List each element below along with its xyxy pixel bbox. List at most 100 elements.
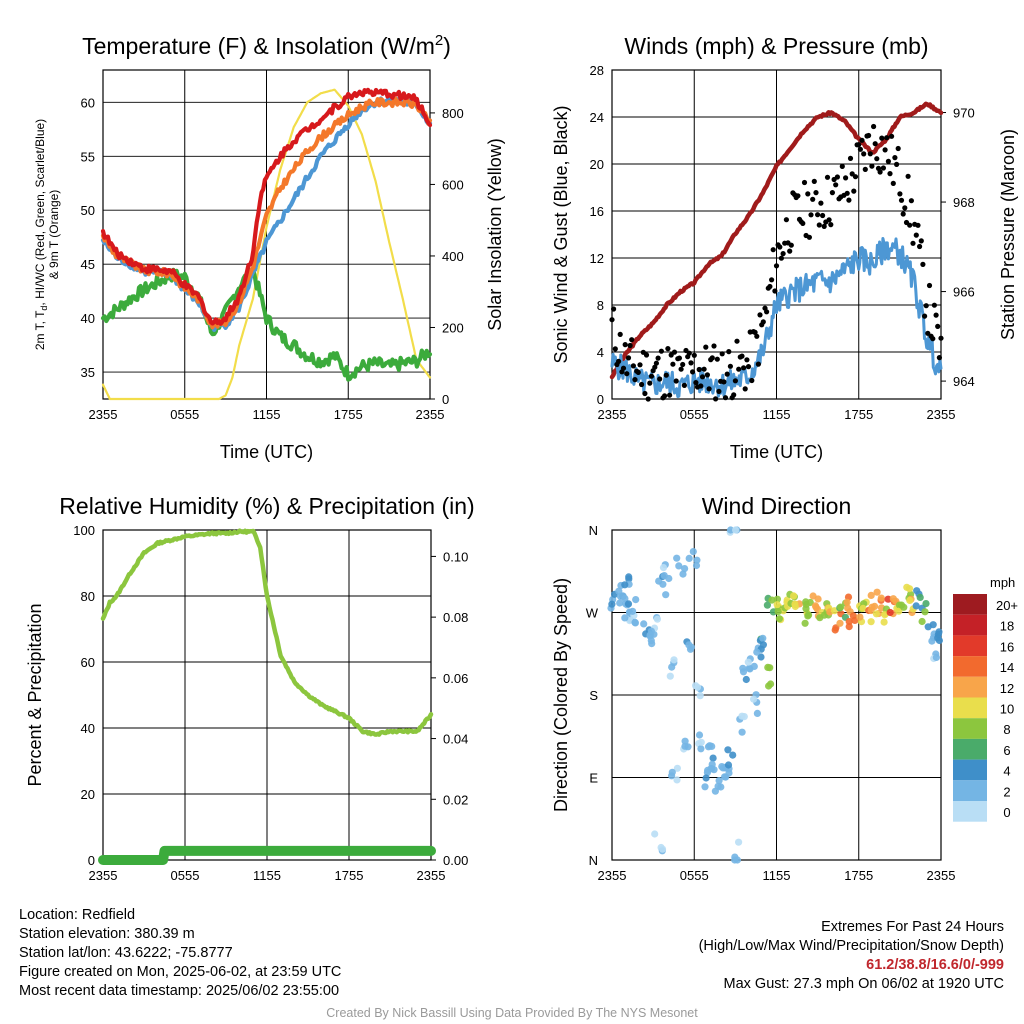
- y2-tick-label: 966: [953, 285, 975, 300]
- gust-point: [933, 312, 939, 318]
- y2-tick-label: 0.02: [443, 792, 468, 807]
- humidity-precip-panel: 2355 0555 1155 1755 2355 Relative Humidity (%…: [25, 493, 475, 883]
- gust-point: [859, 137, 865, 143]
- direction-point: [658, 845, 667, 853]
- direction-point: [928, 637, 936, 645]
- gust-point: [617, 331, 623, 337]
- gust-point: [844, 190, 850, 196]
- gust-point: [877, 169, 883, 175]
- x-tick-label: 1755: [334, 407, 363, 422]
- gust-point: [696, 366, 702, 373]
- y-tick-label: 60: [81, 95, 95, 110]
- legend-swatch: [953, 718, 987, 739]
- gust-point: [676, 355, 683, 361]
- gust-point: [847, 155, 854, 161]
- gust-point: [926, 282, 933, 289]
- direction-point: [877, 594, 885, 602]
- gust-point: [745, 364, 752, 370]
- direction-point: [651, 830, 659, 838]
- gust-point: [673, 378, 679, 384]
- gust-point: [658, 348, 665, 354]
- gust-point: [811, 178, 817, 184]
- title-sup: 2: [435, 32, 443, 49]
- gust-point: [637, 362, 643, 368]
- y-tick-label: 24: [590, 110, 604, 125]
- direction-point: [709, 754, 717, 762]
- gust-point: [611, 306, 617, 312]
- gust-point: [721, 379, 727, 385]
- direction-point: [724, 746, 732, 754]
- gust-point: [612, 346, 618, 352]
- legend-label: 6: [1003, 743, 1010, 758]
- gust-point: [699, 374, 706, 380]
- gust-point: [887, 171, 893, 177]
- x-tick-label: 0555: [680, 407, 709, 422]
- legend-swatch: [953, 697, 987, 719]
- panel-title: Relative Humidity (%) & Precipitation (i…: [59, 493, 474, 519]
- direction-point: [689, 548, 697, 556]
- gust-point: [639, 381, 645, 388]
- direction-point: [640, 620, 648, 628]
- gust-point: [862, 166, 868, 172]
- gust-point: [688, 360, 694, 366]
- direction-point: [753, 709, 762, 718]
- gust-point: [856, 142, 862, 148]
- y2-tick-label: 0.00: [443, 853, 468, 868]
- direction-point: [692, 561, 701, 570]
- gust-point: [920, 261, 926, 267]
- y-tick-label: 50: [81, 203, 95, 218]
- direction-point: [619, 592, 627, 600]
- direction-point: [830, 607, 839, 615]
- y-axis-label: Percent & Precipitation: [25, 603, 45, 786]
- gust-point: [895, 145, 901, 152]
- gust-point: [884, 135, 890, 141]
- created-text: Figure created on Mon, 2025-06-02, at 23…: [19, 964, 342, 980]
- gust-point: [690, 369, 696, 375]
- gust-point: [754, 333, 760, 339]
- direction-point: [897, 601, 906, 609]
- direction-point: [697, 738, 705, 746]
- legend-label: 4: [1003, 764, 1010, 779]
- direction-point: [679, 570, 687, 578]
- y-axis-label: Sonic Wind & Gust (Blue, Black): [551, 105, 571, 363]
- direction-point: [629, 607, 637, 615]
- y-tick-label: 80: [81, 589, 95, 604]
- gust-point: [910, 240, 916, 246]
- x-tick-label: 2355: [598, 868, 627, 883]
- gust-point: [808, 212, 814, 218]
- x-tick-label: 1755: [335, 868, 364, 883]
- direction-point: [727, 526, 735, 534]
- gust-point: [810, 196, 816, 202]
- gust-point: [671, 349, 678, 355]
- legend-swatch: [953, 594, 987, 615]
- gust-point: [627, 342, 633, 349]
- y2-axis-label: Station Pressure (Maroon): [998, 129, 1018, 340]
- x-axis-label: Time (UTC): [730, 442, 823, 462]
- direction-point: [675, 562, 683, 570]
- gust-point: [719, 351, 725, 357]
- direction-point: [775, 615, 784, 623]
- gust-point: [866, 132, 872, 139]
- y-tick-label: 55: [81, 149, 95, 164]
- precip-line: [98, 845, 436, 865]
- gust-point: [813, 190, 819, 196]
- gust-point: [852, 174, 859, 180]
- y2-tick-label: 0.10: [443, 549, 468, 564]
- direction-point: [621, 614, 629, 622]
- gust-point: [727, 363, 734, 369]
- legend-label: 20+: [996, 598, 1018, 613]
- gust-point: [624, 371, 630, 377]
- gust-point: [902, 205, 908, 211]
- gust-point: [867, 151, 873, 157]
- gust-point: [670, 361, 676, 367]
- gust-point: [713, 396, 719, 402]
- gust-point: [653, 360, 660, 366]
- gust-point: [767, 283, 773, 290]
- direction-point: [647, 627, 656, 635]
- gust-point: [742, 386, 748, 392]
- gust-point: [645, 396, 651, 402]
- direction-point: [773, 601, 781, 609]
- gust-point: [643, 352, 650, 358]
- gust-point: [663, 372, 669, 378]
- x-tick-label: 2355: [417, 868, 446, 883]
